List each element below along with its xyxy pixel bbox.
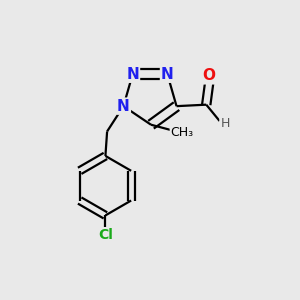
Text: N: N — [161, 67, 174, 82]
Text: N: N — [117, 99, 130, 114]
Text: N: N — [126, 67, 139, 82]
Text: Cl: Cl — [98, 228, 113, 242]
Text: H: H — [220, 117, 230, 130]
Text: O: O — [203, 68, 216, 83]
Text: CH₃: CH₃ — [171, 126, 194, 139]
